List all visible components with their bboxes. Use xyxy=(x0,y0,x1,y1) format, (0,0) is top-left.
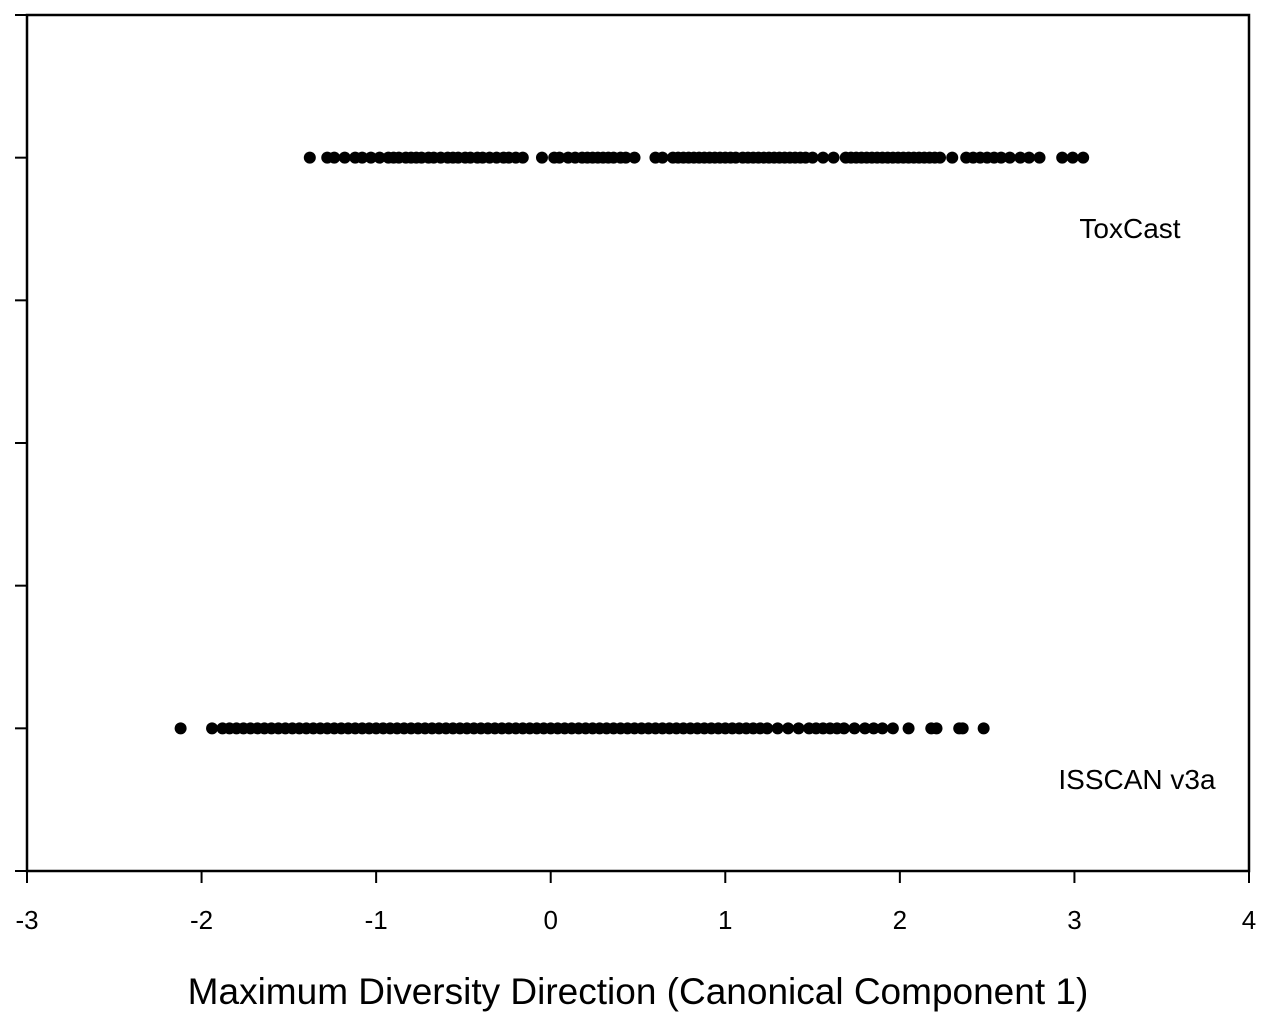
data-points xyxy=(174,151,1090,735)
data-point xyxy=(806,151,819,164)
data-point xyxy=(817,151,830,164)
x-axis-tick-labels: -3 -2 -1 0 1 2 3 4 xyxy=(15,905,1256,935)
data-point xyxy=(338,151,351,164)
data-point xyxy=(995,151,1008,164)
data-point xyxy=(827,151,840,164)
data-point xyxy=(206,722,219,735)
data-point xyxy=(656,151,669,164)
data-point xyxy=(930,722,943,735)
data-point xyxy=(837,722,850,735)
data-point xyxy=(902,722,915,735)
x-axis-ticks xyxy=(26,871,1250,883)
data-point xyxy=(761,722,774,735)
data-point xyxy=(303,151,316,164)
data-point xyxy=(535,151,548,164)
data-point xyxy=(977,722,990,735)
data-point xyxy=(553,151,566,164)
x-tick-label: -2 xyxy=(190,905,213,935)
data-point xyxy=(628,151,641,164)
series-labels: ToxCast ISSCAN v3a xyxy=(1058,213,1216,795)
x-tick-label: 1 xyxy=(718,905,732,935)
data-point xyxy=(356,151,369,164)
x-tick-label: 0 xyxy=(543,905,557,935)
x-tick-label: 3 xyxy=(1067,905,1081,935)
data-point xyxy=(1066,151,1079,164)
data-point xyxy=(1077,151,1090,164)
data-point xyxy=(1003,151,1016,164)
data-point xyxy=(956,722,969,735)
data-point xyxy=(771,722,784,735)
series-label: ISSCAN v3a xyxy=(1058,764,1216,795)
data-point xyxy=(1014,151,1027,164)
data-point xyxy=(782,722,795,735)
data-point xyxy=(876,722,889,735)
data-point xyxy=(1056,151,1069,164)
data-point xyxy=(174,722,187,735)
data-point xyxy=(619,151,632,164)
data-point xyxy=(792,722,805,735)
data-point xyxy=(858,722,871,735)
data-point xyxy=(364,151,377,164)
x-tick-label: 4 xyxy=(1242,905,1256,935)
data-point xyxy=(848,722,861,735)
x-tick-label: -1 xyxy=(365,905,388,935)
data-point xyxy=(934,151,947,164)
x-tick-label: -3 xyxy=(15,905,38,935)
data-point xyxy=(373,151,386,164)
data-point xyxy=(328,151,341,164)
data-point xyxy=(867,722,880,735)
data-point xyxy=(1033,151,1046,164)
x-tick-label: 2 xyxy=(893,905,907,935)
y-axis-ticks xyxy=(15,14,27,872)
data-point xyxy=(886,722,899,735)
data-point xyxy=(516,151,529,164)
x-axis-title: Maximum Diversity Direction (Canonical C… xyxy=(188,971,1089,1012)
series-label: ToxCast xyxy=(1079,213,1180,244)
data-point xyxy=(1023,151,1036,164)
data-point xyxy=(946,151,959,164)
plot-frame xyxy=(25,13,1251,873)
